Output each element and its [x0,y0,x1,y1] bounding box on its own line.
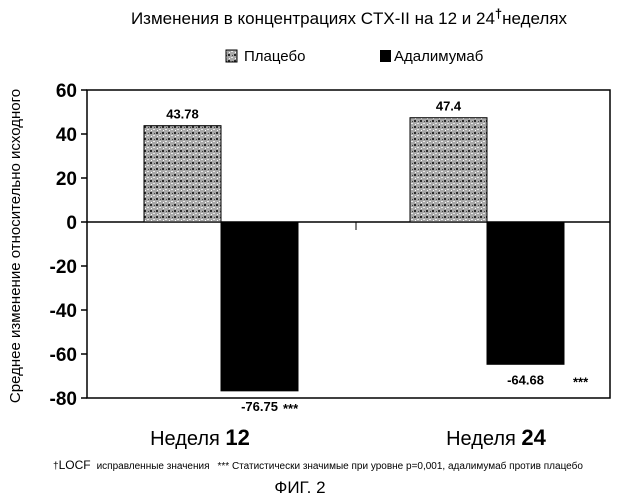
category-label-week-12: Неделя 12 [150,425,250,450]
chart-title: Изменения в концентрациях CTX-II на 12 и… [131,6,568,28]
data-label-placebo-week-24: 47.4 [436,99,462,114]
legend: Плацебо Адалимумаб [226,48,483,65]
y-tick-label: -60 [50,345,77,366]
bar-placebo-week-24 [410,118,487,222]
y-tick-label: -20 [50,257,77,278]
legend-label-adalimumab: Адалимумаб [394,48,483,65]
y-tick-label: 0 [66,213,77,234]
chart: Изменения в концентрациях CTX-II на 12 и… [0,0,629,500]
legend-swatch-adalimumab [380,50,391,62]
footnote: †LOCFисправленные значения*** Статистиче… [53,458,583,472]
significance-marker: *** [283,401,299,416]
figure-label: ФИГ. 2 [274,478,325,497]
bar-adalimumab-week-24 [487,222,564,364]
data-label-adalimumab-week-24: -64.68 [507,372,544,387]
data-label-adalimumab-week-12: -76.75 [241,399,278,414]
y-tick-label: -80 [50,389,77,410]
y-tick-label: 40 [56,125,77,146]
bar-placebo-week-12 [144,126,221,222]
category-label-week-24: Неделя 24 [446,425,547,450]
legend-label-placebo: Плацебо [244,48,305,65]
legend-swatch-placebo [226,50,237,62]
plot-area: 60 40 20 0 -20 -40 -60 -80 43.78 47.4 -76.75 -64.68… [50,81,610,416]
y-tick-label: 20 [56,169,77,190]
bar-adalimumab-week-12 [221,222,298,391]
y-axis-label: Среднее изменение относительно исходного [7,89,24,403]
y-tick-label: 60 [56,81,77,102]
data-label-placebo-week-12: 43.78 [166,107,199,122]
y-tick-label: -40 [50,301,77,322]
significance-marker: *** [573,374,589,389]
